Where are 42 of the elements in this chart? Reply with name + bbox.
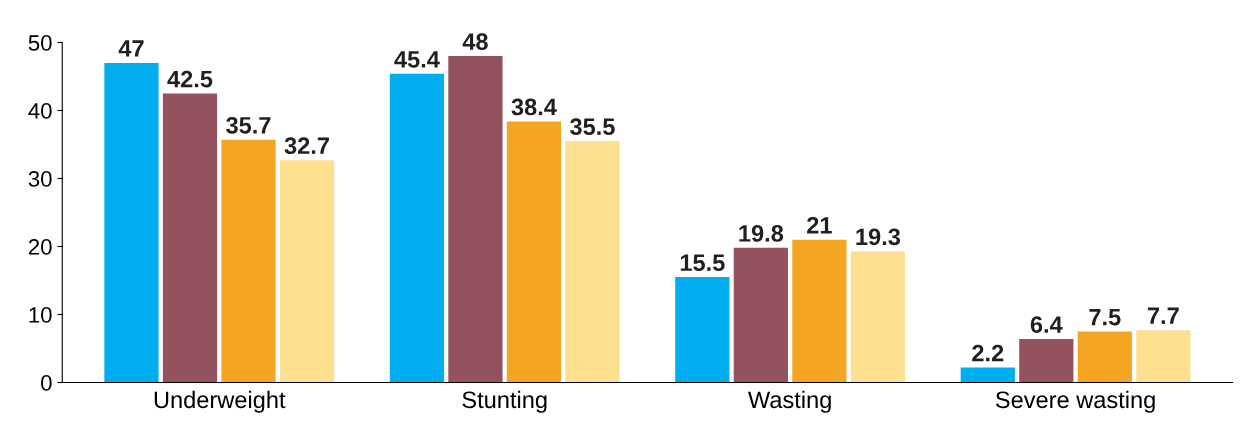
y-tick-label: 30 <box>28 171 52 187</box>
y-tick-label: 10 <box>29 307 52 323</box>
y-tick-label: 40 <box>28 103 52 119</box>
bar <box>221 139 276 383</box>
data-label: 35.5 <box>570 118 615 136</box>
bar <box>279 160 335 383</box>
y-tick-label: 50 <box>28 35 52 51</box>
data-label: 6.4 <box>1030 316 1063 333</box>
bar <box>389 73 445 383</box>
data-label: 42.5 <box>167 70 213 88</box>
data-label: 45.4 <box>394 51 440 68</box>
bar <box>960 367 1015 383</box>
data-label: 2.2 <box>972 344 1004 362</box>
data-label: 48 <box>462 33 488 51</box>
bar <box>104 62 159 383</box>
data-label: 19.8 <box>739 225 784 242</box>
data-label: 19.3 <box>856 228 901 246</box>
bar <box>565 141 620 383</box>
y-tick-label: 20 <box>28 239 52 255</box>
x-tick-label: Stunting <box>462 390 547 413</box>
bar <box>792 239 847 383</box>
data-label: 47 <box>118 40 144 57</box>
data-label: 21 <box>807 216 832 234</box>
bar <box>850 251 906 383</box>
x-tick-label: Severe wasting <box>995 390 1155 413</box>
bar <box>162 93 218 383</box>
bar <box>1136 330 1191 383</box>
bar <box>1019 338 1074 383</box>
bar <box>506 121 562 383</box>
x-tick-label: Wasting <box>748 390 831 413</box>
data-label: 35.7 <box>226 116 271 134</box>
data-label: 15.5 <box>680 254 725 272</box>
data-label: 7.7 <box>1147 307 1179 324</box>
x-tick-label: Underweight <box>154 390 286 413</box>
bar <box>675 277 730 383</box>
data-label: 7.5 <box>1089 308 1121 326</box>
bar <box>1077 331 1132 383</box>
data-label: 38.4 <box>511 98 557 116</box>
bar <box>733 247 788 383</box>
bar <box>448 56 503 383</box>
data-label: 32.7 <box>284 137 329 155</box>
y-tick-label: 0 <box>41 375 52 391</box>
